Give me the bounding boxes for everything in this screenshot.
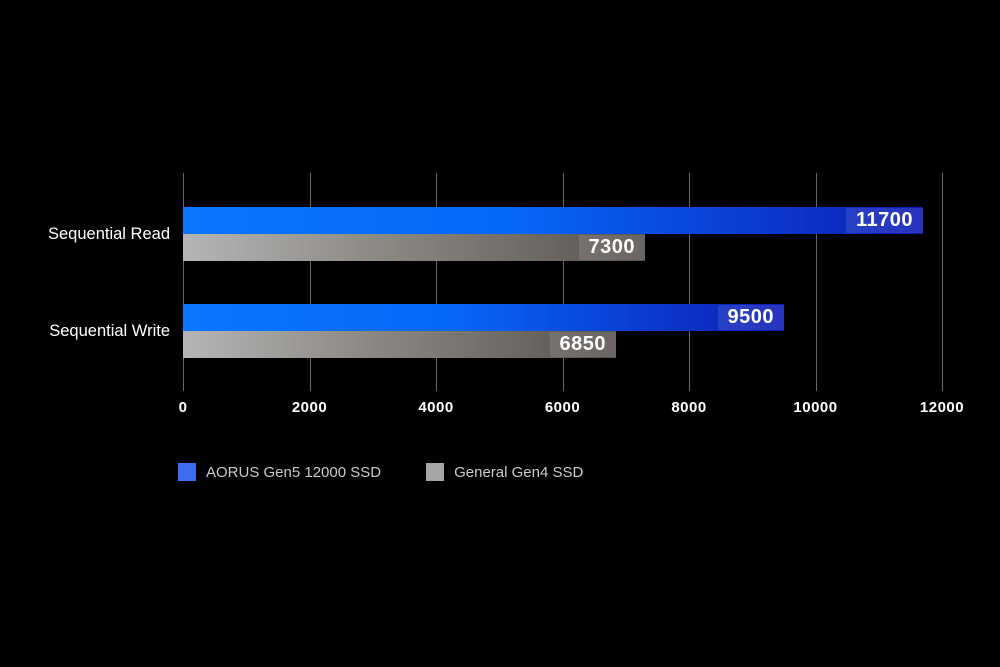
bar-sequential-read-series-0: 11700 (183, 207, 923, 234)
gridline-10000 (815, 173, 817, 391)
gridline-8000 (689, 173, 690, 391)
legend-item-0: AORUS Gen5 12000 SSD (178, 463, 381, 481)
category-label-sequential-read: Sequential Read (47, 225, 170, 243)
plot-area: 11700 7300 9500 6850 (183, 173, 943, 391)
x-tick-label-2000: 2000 (291, 399, 328, 416)
category-label-sequential-write: Sequential Write (49, 322, 170, 340)
value-label: 11700 (845, 208, 923, 233)
x-tick-label-8000: 8000 (671, 399, 707, 416)
legend-label: AORUS Gen5 12000 SSD (206, 463, 382, 481)
x-axis: 0 2000 4000 6000 8000 10000 12000 (0, 399, 1000, 419)
bar-sequential-write-series-0: 9500 (183, 304, 784, 331)
legend-swatch-icon (426, 463, 445, 481)
legend-label: General Gen4 SSD (454, 463, 584, 481)
value-label: 7300 (578, 235, 645, 260)
bar-sequential-write-series-1: 6850 (183, 331, 616, 358)
gridline-4000 (436, 173, 437, 391)
legend-item-1: General Gen4 SSD (426, 463, 583, 481)
gridline-2000 (309, 173, 311, 391)
x-tick-label-12000: 12000 (919, 399, 965, 416)
x-tick-label-10000: 10000 (793, 399, 838, 416)
x-tick-label-6000: 6000 (544, 399, 581, 416)
bar-sequential-read-series-1: 7300 (183, 234, 645, 261)
value-label: 9500 (717, 305, 784, 330)
gridline-0 (183, 173, 184, 391)
x-tick-label-4000: 4000 (418, 399, 454, 416)
legend: AORUS Gen5 12000 SSD General Gen4 SSD (178, 463, 583, 481)
gridline-6000 (562, 173, 564, 391)
gridline-12000 (942, 173, 943, 391)
x-tick-label-0: 0 (178, 399, 188, 416)
legend-swatch-icon (178, 463, 196, 481)
value-label: 6850 (549, 332, 616, 357)
